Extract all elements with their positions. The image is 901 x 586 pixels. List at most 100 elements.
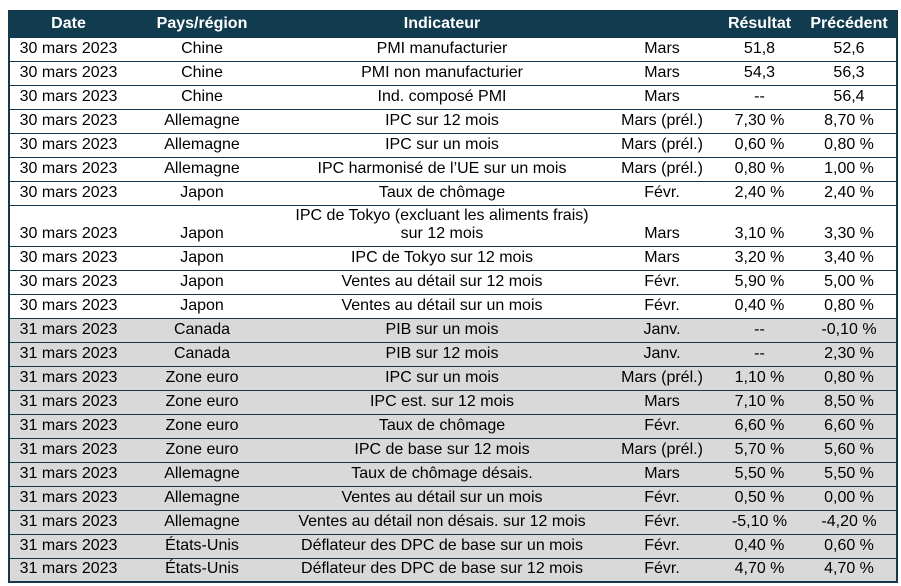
cell-previous: 5,60 % — [802, 437, 897, 463]
cell-result: 3,20 % — [717, 245, 802, 271]
cell-period: Févr. — [607, 269, 717, 295]
table-row: 30 mars 2023 Allemagne IPC sur 12 mois M… — [9, 108, 897, 134]
cell-period: Févr. — [607, 557, 717, 583]
table-row: 31 mars 2023 Zone euro IPC est. sur 12 m… — [9, 389, 897, 415]
cell-result: 5,50 % — [717, 461, 802, 487]
cell-result: 1,10 % — [717, 365, 802, 391]
table-row: 30 mars 2023 Japon IPC de Tokyo sur 12 m… — [9, 245, 897, 271]
cell-result: 5,90 % — [717, 269, 802, 295]
cell-previous: 2,40 % — [802, 180, 897, 206]
cell-period: Févr. — [607, 180, 717, 206]
cell-previous: 0,00 % — [802, 485, 897, 511]
cell-result: 5,70 % — [717, 437, 802, 463]
cell-previous: 0,80 % — [802, 132, 897, 158]
cell-result: 0,60 % — [717, 132, 802, 158]
cell-indicator: IPC de base sur 12 mois — [277, 437, 607, 463]
table-row: 31 mars 2023 États-Unis Déflateur des DP… — [9, 557, 897, 583]
cell-period: Févr. — [607, 413, 717, 439]
cell-previous: 3,30 % — [802, 204, 897, 247]
table-row: 31 mars 2023 Canada PIB sur un mois Janv… — [9, 317, 897, 343]
cell-result: 0,50 % — [717, 485, 802, 511]
table-row: 30 mars 2023 Japon IPC de Tokyo (excluan… — [9, 204, 897, 247]
table-row: 31 mars 2023 Allemagne Ventes au détail … — [9, 509, 897, 535]
cell-date: 30 mars 2023 — [9, 269, 127, 295]
cell-indicator: IPC de Tokyo sur 12 mois — [277, 245, 607, 271]
table-row: 30 mars 2023 Chine Ind. composé PMI Mars… — [9, 84, 897, 110]
cell-result: -- — [717, 341, 802, 367]
cell-period: Févr. — [607, 293, 717, 319]
cell-indicator: Déflateur des DPC de base sur 12 mois — [277, 557, 607, 583]
cell-indicator: IPC est. sur 12 mois — [277, 389, 607, 415]
table-row: 30 mars 2023 Chine PMI manufacturier Mar… — [9, 36, 897, 62]
cell-indicator: Taux de chômage désais. — [277, 461, 607, 487]
cell-result: 0,80 % — [717, 156, 802, 182]
cell-date: 31 mars 2023 — [9, 485, 127, 511]
cell-previous: 52,6 — [802, 36, 897, 62]
cell-period: Mars — [607, 60, 717, 86]
table-row: 31 mars 2023 Zone euro IPC de base sur 1… — [9, 437, 897, 463]
table-row: 31 mars 2023 États-Unis Déflateur des DP… — [9, 533, 897, 559]
cell-date: 31 mars 2023 — [9, 557, 127, 583]
column-header-period — [607, 11, 717, 37]
cell-date: 31 mars 2023 — [9, 509, 127, 535]
cell-result: 3,10 % — [717, 204, 802, 247]
cell-previous: 8,50 % — [802, 389, 897, 415]
cell-previous: 5,00 % — [802, 269, 897, 295]
cell-region: Japon — [127, 269, 277, 295]
cell-indicator: Ind. composé PMI — [277, 84, 607, 110]
cell-period: Janv. — [607, 341, 717, 367]
cell-region: Zone euro — [127, 389, 277, 415]
cell-indicator: PIB sur un mois — [277, 317, 607, 343]
cell-region: Allemagne — [127, 485, 277, 511]
cell-previous: 3,40 % — [802, 245, 897, 271]
cell-period: Mars — [607, 389, 717, 415]
cell-previous: 8,70 % — [802, 108, 897, 134]
cell-indicator: Taux de chômage — [277, 413, 607, 439]
cell-indicator: Ventes au détail sur 12 mois — [277, 269, 607, 295]
cell-period: Mars (prél.) — [607, 365, 717, 391]
cell-period: Mars (prél.) — [607, 108, 717, 134]
cell-region: Zone euro — [127, 437, 277, 463]
cell-result: -- — [717, 84, 802, 110]
cell-region: Chine — [127, 84, 277, 110]
cell-region: Allemagne — [127, 156, 277, 182]
cell-indicator: IPC sur un mois — [277, 132, 607, 158]
cell-date: 31 mars 2023 — [9, 389, 127, 415]
cell-region: États-Unis — [127, 557, 277, 583]
economic-indicators-table: Date Pays/région Indicateur Résultat Pré… — [8, 10, 898, 583]
cell-result: 4,70 % — [717, 557, 802, 583]
table-row: 30 mars 2023 Japon Ventes au détail sur … — [9, 269, 897, 295]
table-row: 30 mars 2023 Allemagne IPC harmonisé de … — [9, 156, 897, 182]
cell-date: 31 mars 2023 — [9, 461, 127, 487]
cell-result: 51,8 — [717, 36, 802, 62]
cell-result: 0,40 % — [717, 293, 802, 319]
cell-date: 31 mars 2023 — [9, 317, 127, 343]
cell-indicator: Ventes au détail non désais. sur 12 mois — [277, 509, 607, 535]
cell-region: Japon — [127, 245, 277, 271]
table-row: 31 mars 2023 Zone euro IPC sur un mois M… — [9, 365, 897, 391]
cell-region: Allemagne — [127, 108, 277, 134]
cell-previous: 56,3 — [802, 60, 897, 86]
cell-period: Mars — [607, 204, 717, 247]
cell-indicator: PMI non manufacturier — [277, 60, 607, 86]
cell-region: Chine — [127, 36, 277, 62]
cell-period: Févr. — [607, 533, 717, 559]
cell-period: Mars (prél.) — [607, 132, 717, 158]
cell-previous: 4,70 % — [802, 557, 897, 583]
cell-indicator: IPC harmonisé de l’UE sur un mois — [277, 156, 607, 182]
cell-date: 31 mars 2023 — [9, 437, 127, 463]
cell-date: 30 mars 2023 — [9, 180, 127, 206]
cell-region: Canada — [127, 317, 277, 343]
cell-region: Allemagne — [127, 509, 277, 535]
cell-period: Mars (prél.) — [607, 156, 717, 182]
table-body: 30 mars 2023 Chine PMI manufacturier Mar… — [9, 36, 897, 583]
cell-region: Zone euro — [127, 413, 277, 439]
cell-region: Japon — [127, 180, 277, 206]
cell-previous: 6,60 % — [802, 413, 897, 439]
column-header-previous: Précédent — [802, 11, 897, 37]
cell-result: 54,3 — [717, 60, 802, 86]
cell-previous: -4,20 % — [802, 509, 897, 535]
cell-date: 30 mars 2023 — [9, 293, 127, 319]
cell-region: Chine — [127, 60, 277, 86]
column-header-result: Résultat — [717, 11, 802, 37]
